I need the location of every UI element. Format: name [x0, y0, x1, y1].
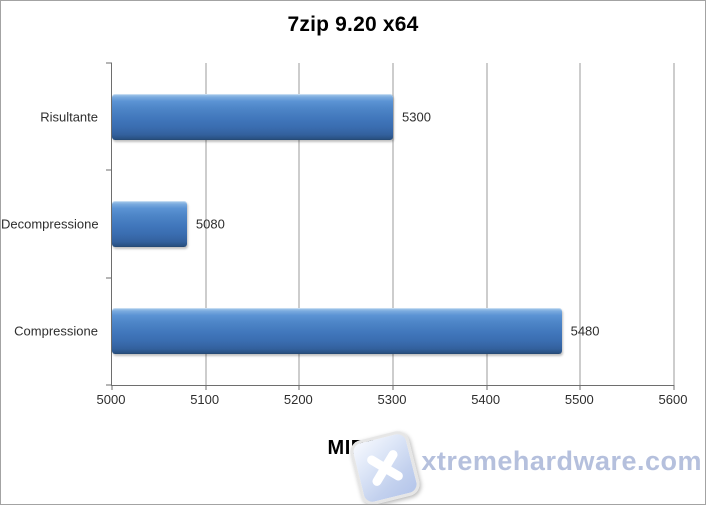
category-axis-labels: Risultante Decompressione Compressione	[1, 63, 99, 385]
gridline	[205, 63, 207, 385]
axis-tick	[392, 385, 394, 390]
chart-title: 7zip 9.20 x64	[287, 13, 419, 36]
axis-tick	[579, 385, 581, 390]
axis-tick	[111, 385, 113, 390]
watermark: xtremehardware.com	[348, 428, 702, 504]
bar-value-label: 5300	[402, 109, 431, 125]
axis-tick	[298, 385, 300, 390]
x-tick-label: 5200	[283, 392, 313, 407]
bar-risultante	[112, 93, 393, 140]
x-tick-label: 5100	[190, 392, 220, 407]
axis-tick	[106, 62, 112, 64]
gridline	[579, 63, 581, 385]
x-glyph-icon	[367, 450, 404, 486]
axis-tick	[673, 385, 675, 390]
bar-value-label: 5480	[570, 323, 600, 339]
x-tick-label: 5600	[658, 392, 688, 407]
watermark-text: xtremehardware.com	[421, 445, 702, 476]
axis-tick	[486, 385, 488, 390]
gridline	[298, 63, 300, 385]
x-tick-label: 5400	[471, 392, 501, 407]
bar-compressione	[112, 308, 562, 355]
category-label: Compressione	[14, 323, 98, 339]
category-label: Risultante	[40, 109, 98, 125]
category-label: Decompressione	[1, 216, 99, 232]
x-tick-label: 5000	[96, 392, 126, 407]
bar-value-label: 5080	[195, 216, 225, 232]
value-axis-labels: 5000 5100 5200 5300 5400 5500 5600	[97, 392, 688, 410]
axis-tick	[106, 169, 112, 171]
axis-tick	[205, 385, 207, 390]
plot-area: 5300 5080 5480	[106, 62, 675, 390]
gridline	[673, 63, 675, 385]
gridline	[392, 63, 394, 385]
bar-decompressione	[112, 201, 187, 247]
x-tick-label: 5500	[564, 392, 594, 407]
x-tick-label: 5300	[377, 392, 407, 407]
gridline	[486, 63, 488, 385]
watermark-x-icon	[348, 428, 423, 504]
axis-tick	[106, 384, 112, 386]
axis-tick	[106, 277, 112, 279]
